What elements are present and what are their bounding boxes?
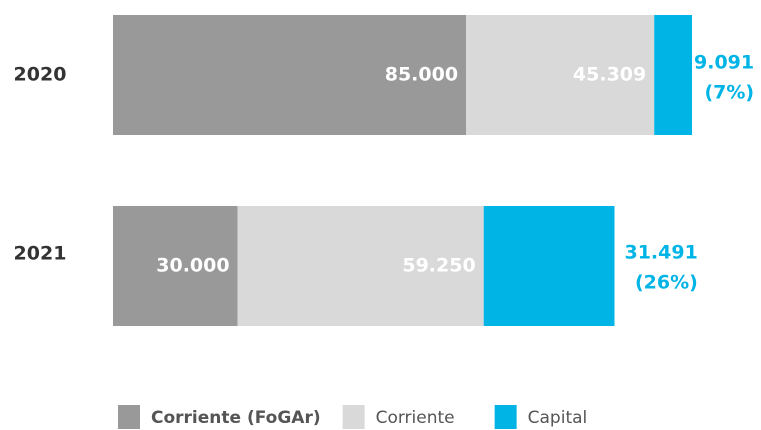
bar-segment — [237, 206, 484, 326]
value-label: 45.309 — [573, 64, 646, 86]
share-label: (7%) — [704, 82, 754, 104]
category-label: 2020 — [14, 64, 67, 86]
legend-swatch — [118, 405, 140, 429]
share-label: (26%) — [635, 272, 698, 294]
bar-segment — [113, 206, 238, 326]
bar-segment — [654, 15, 692, 135]
legend-label: Corriente — [376, 408, 455, 428]
value-label: 31.491 — [624, 242, 697, 264]
category-label: 2021 — [14, 243, 67, 265]
value-label: 9.091 — [694, 52, 754, 74]
value-label: 30.000 — [156, 255, 229, 277]
bar-segment — [483, 206, 615, 326]
value-label: 59.250 — [402, 255, 475, 277]
value-label: 85.000 — [385, 64, 458, 86]
legend-label: Capital — [528, 408, 588, 428]
legend-swatch — [494, 405, 517, 429]
legend-label: Corriente (FoGAr) — [151, 408, 321, 428]
bar-segment — [113, 15, 467, 135]
bar-segment — [466, 15, 655, 135]
legend-swatch — [342, 405, 365, 429]
